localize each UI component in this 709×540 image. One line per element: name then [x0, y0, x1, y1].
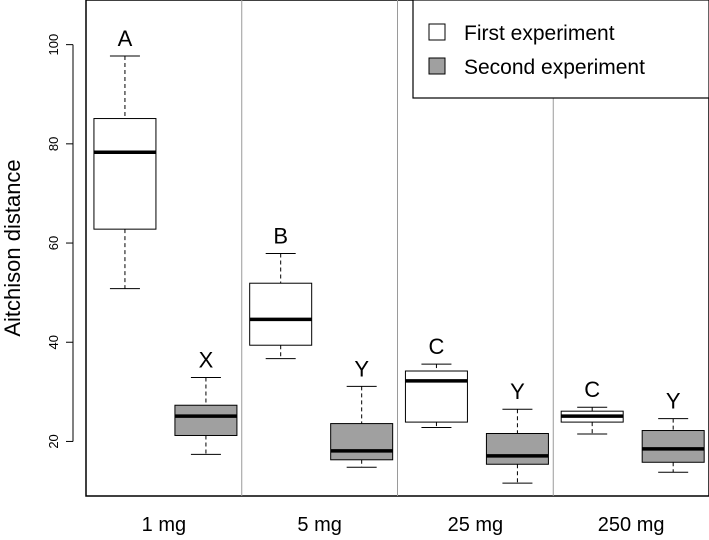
significance-letter: X [199, 347, 214, 372]
x-category-label: 1 mg [142, 514, 186, 536]
box-iqr [485, 433, 549, 465]
box-iqr [174, 404, 238, 436]
significance-letter: C [428, 334, 444, 359]
legend-entry-label: First experiment [464, 22, 615, 45]
box-group: Y [485, 379, 549, 484]
box-group: A [93, 26, 157, 290]
y-tick-label: 60 [46, 236, 61, 250]
significance-letter: B [273, 223, 288, 248]
y-tick-label: 80 [46, 137, 61, 151]
box-iqr [404, 370, 468, 423]
y-axis-label: Aitchison distance [0, 159, 25, 336]
x-category-label: 25 mg [448, 514, 504, 536]
y-tick-label: 20 [46, 434, 61, 448]
legend-swatch [428, 23, 446, 41]
legend-swatch [428, 57, 446, 75]
y-axis: 20 40 60 80 100 [46, 34, 74, 449]
box-group: C [404, 334, 468, 429]
y-tick-label: 100 [46, 34, 61, 56]
box-iqr [249, 282, 313, 346]
box-iqr [93, 118, 157, 230]
legend-entry-label: Second experiment [464, 56, 645, 79]
box-iqr [330, 423, 394, 461]
significance-letter: Y [666, 389, 681, 414]
significance-letter: Y [510, 379, 525, 404]
box-group: C [560, 377, 624, 435]
significance-letter: C [584, 377, 600, 402]
significance-letter: Y [354, 356, 369, 381]
box-group: Y [330, 356, 394, 468]
box-group: X [174, 347, 238, 455]
x-axis: 1 mg 5 mg 25 mg 250 mg [142, 514, 665, 536]
box-group: B [249, 223, 313, 360]
x-category-label: 250 mg [598, 514, 665, 536]
x-category-label: 5 mg [297, 514, 341, 536]
box-iqr [641, 430, 705, 463]
box-group: Y [641, 389, 705, 473]
legend-box [412, 0, 709, 99]
box-series: A B C C X Y Y Y [93, 26, 705, 484]
significance-letter: A [118, 26, 133, 51]
y-tick-label: 40 [46, 335, 61, 349]
legend: First experiment Second experiment [412, 0, 709, 99]
